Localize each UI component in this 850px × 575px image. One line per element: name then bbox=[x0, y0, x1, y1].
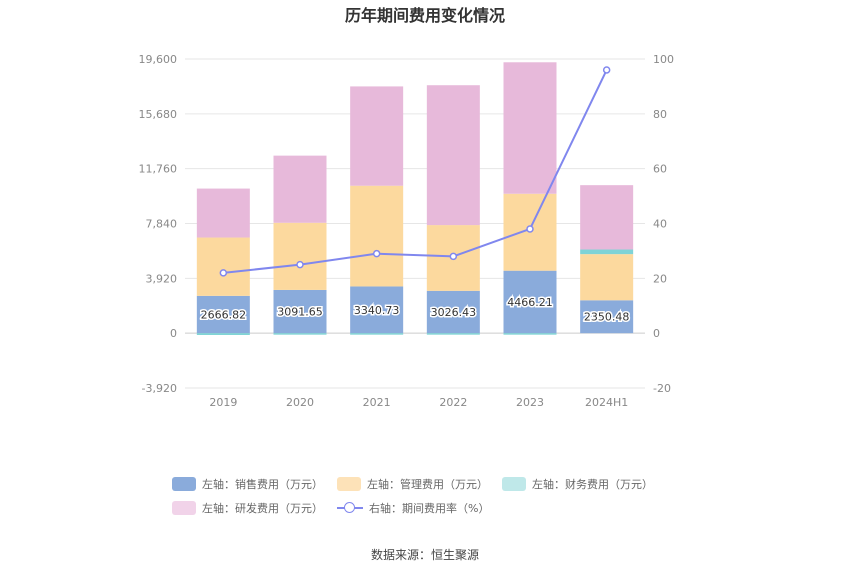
y-left-tick-label: -3,920 bbox=[142, 382, 177, 395]
legend-swatch-sales bbox=[172, 477, 196, 491]
y-right-tick-label: 40 bbox=[653, 218, 667, 231]
bar-sales bbox=[273, 289, 327, 334]
y-left-tick-label: 19,600 bbox=[139, 53, 178, 66]
legend-swatch-admin bbox=[337, 477, 361, 491]
bar-sales bbox=[196, 295, 250, 334]
y-left-tick-label: 15,680 bbox=[139, 108, 178, 121]
y-left-tick-label: 0 bbox=[170, 327, 177, 340]
bar-finance bbox=[503, 333, 557, 335]
x-tick-label: 2019 bbox=[209, 396, 237, 409]
legend-label-rnd: 左轴：研发费用（万元） bbox=[202, 502, 323, 515]
legend-item-finance[interactable]: 左轴：财务费用（万元） bbox=[502, 476, 653, 492]
y-right-tick-label: -20 bbox=[653, 382, 671, 395]
y-right-tick-label: 100 bbox=[653, 53, 674, 66]
y-right-tick-label: 80 bbox=[653, 108, 667, 121]
bar-sales bbox=[350, 286, 404, 334]
legend-item-rnd[interactable]: 左轴：研发费用（万元） bbox=[172, 500, 323, 516]
x-tick-label: 2022 bbox=[439, 396, 467, 409]
chart-plot: -3,920 0 3,920 7,840 11,760 15,680 19,600 -20 0 2… bbox=[139, 53, 675, 409]
legend-label-expense-ratio: 右轴：期间费用率（%） bbox=[369, 502, 490, 515]
bar-finance bbox=[196, 333, 250, 335]
bar-admin bbox=[196, 237, 250, 296]
legend-label-admin: 左轴：管理费用（万元） bbox=[367, 478, 488, 491]
bar-finance bbox=[273, 333, 327, 335]
y-right-tick-label: 20 bbox=[653, 272, 667, 285]
bar-sales bbox=[426, 290, 480, 334]
bar-admin bbox=[273, 222, 327, 290]
data-source: 数据来源：恒生聚源 bbox=[370, 548, 479, 562]
legend-row-2: 左轴：研发费用（万元） 右轴：期间费用率（%） bbox=[172, 496, 712, 520]
x-tick-label: 2021 bbox=[363, 396, 391, 409]
bar-sales bbox=[503, 270, 557, 334]
legend-swatch-expense-ratio bbox=[337, 501, 363, 515]
chart-title: 历年期间费用变化情况 bbox=[344, 6, 505, 25]
data-label-sales: 2666.82 bbox=[201, 309, 247, 322]
y-left-tick-label: 11,760 bbox=[139, 163, 178, 176]
legend-item-sales[interactable]: 左轴：销售费用（万元） bbox=[172, 476, 323, 492]
bar-rnd bbox=[196, 188, 250, 238]
legend-label-finance: 左轴：财务费用（万元） bbox=[532, 478, 653, 491]
bar-finance bbox=[580, 249, 634, 255]
legend-item-expense-ratio[interactable]: 右轴：期间费用率（%） bbox=[337, 500, 489, 516]
legend: 左轴：销售费用（万元） 左轴：管理费用（万元） 左轴：财务费用（万元） 左轴：研… bbox=[172, 472, 712, 520]
bar-finance bbox=[426, 333, 480, 335]
bar-finance bbox=[350, 333, 404, 335]
legend-swatch-rnd bbox=[172, 501, 196, 515]
line-point-expense-ratio bbox=[296, 260, 304, 269]
legend-label-sales: 左轴：销售费用（万元） bbox=[202, 478, 323, 491]
legend-row-1: 左轴：销售费用（万元） 左轴：管理费用（万元） 左轴：财务费用（万元） bbox=[172, 472, 712, 496]
x-tick-label: 2024H1 bbox=[585, 396, 628, 409]
data-label-sales: 3026.43 bbox=[431, 306, 477, 319]
data-label-sales: 2350.48 bbox=[584, 311, 630, 324]
bar-rnd bbox=[273, 155, 327, 223]
y-right-tick-label: 0 bbox=[653, 327, 660, 340]
legend-item-admin[interactable]: 左轴：管理费用（万元） bbox=[337, 476, 488, 492]
line-point-expense-ratio bbox=[526, 225, 534, 233]
bar-admin bbox=[350, 185, 404, 287]
line-point-expense-ratio bbox=[219, 269, 228, 277]
line-point-expense-ratio bbox=[372, 249, 381, 258]
y-right-tick-label: 60 bbox=[653, 163, 667, 176]
line-point-expense-ratio bbox=[602, 66, 611, 74]
data-label-sales: 3340.73 bbox=[354, 304, 400, 317]
legend-swatch-finance bbox=[502, 477, 526, 491]
y-left-tick-label: 7,840 bbox=[146, 218, 178, 231]
line-expense-ratio bbox=[223, 69, 608, 274]
data-label-sales: 4466.21 bbox=[507, 296, 553, 309]
line-point-expense-ratio bbox=[449, 252, 458, 261]
bar-admin bbox=[580, 254, 634, 301]
bar-rnd bbox=[426, 85, 480, 226]
bar-rnd bbox=[503, 62, 557, 194]
y-left-tick-label: 3,920 bbox=[146, 272, 178, 285]
x-tick-label: 2023 bbox=[516, 396, 544, 409]
data-label-sales: 3091.65 bbox=[277, 306, 323, 319]
bar-rnd bbox=[580, 185, 634, 250]
bar-rnd bbox=[350, 86, 404, 186]
x-tick-label: 2020 bbox=[286, 396, 314, 409]
bar-sales bbox=[580, 300, 634, 334]
